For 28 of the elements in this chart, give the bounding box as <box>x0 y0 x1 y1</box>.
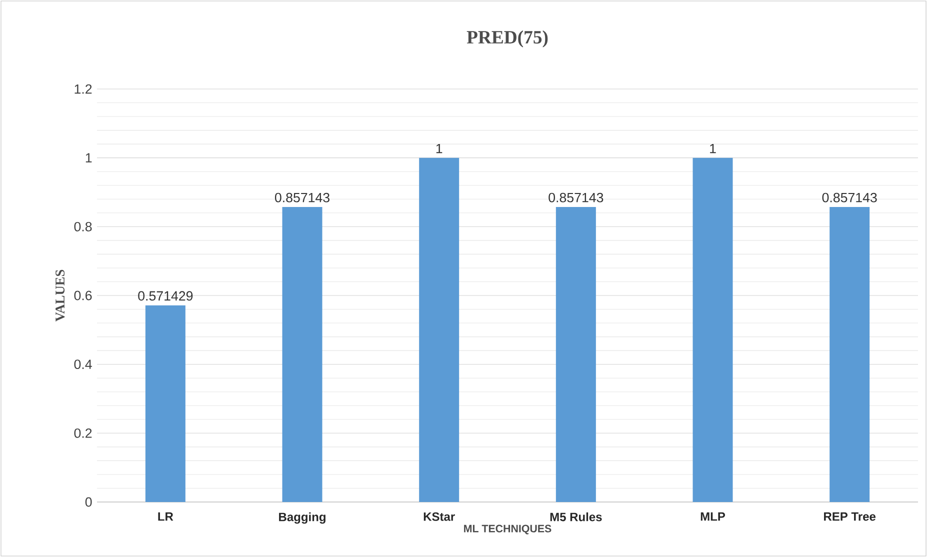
bar <box>145 305 186 502</box>
x-axis-title: ML TECHNIQUES <box>464 524 552 534</box>
y-tick-label: 1 <box>86 153 92 162</box>
data-label: 0.857143 <box>548 192 604 202</box>
bar <box>556 206 596 502</box>
bar <box>830 206 870 502</box>
x-tick-label: MLP <box>700 512 726 521</box>
data-label: 1 <box>710 144 716 154</box>
bar <box>282 206 322 502</box>
chart-title: PRED(75) <box>466 30 548 48</box>
y-tick-label: 0.2 <box>74 428 92 438</box>
y-tick-label: 0 <box>85 497 92 507</box>
x-tick-label: KStar <box>424 512 455 521</box>
y-tick-label: 0.6 <box>74 290 92 300</box>
data-label: 1 <box>436 144 442 154</box>
x-tick-label: LR <box>158 512 174 521</box>
bar <box>692 158 733 502</box>
y-tick-label: 0.4 <box>74 360 92 370</box>
x-tick-label: REP Tree <box>824 512 876 521</box>
bar <box>419 158 460 502</box>
data-label: 0.857143 <box>822 192 877 202</box>
data-label: 0.857143 <box>274 192 330 202</box>
x-tick-label: Bagging <box>279 512 326 524</box>
y-tick-label: 1.2 <box>74 84 92 94</box>
y-tick-label: 0.8 <box>74 222 92 232</box>
x-tick-label: M5 Rules <box>550 512 602 522</box>
data-label: 0.571429 <box>138 291 193 301</box>
y-axis-title: VALUES <box>56 270 65 322</box>
